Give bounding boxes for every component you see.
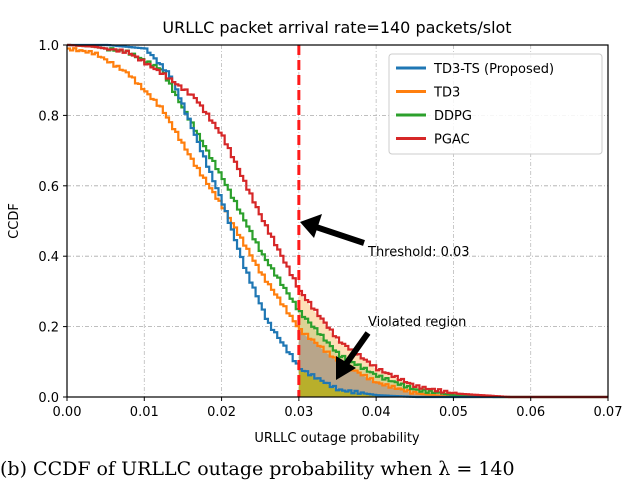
y-tick-label: 0.4 <box>38 250 59 265</box>
chart-title: URLLC packet arrival rate=140 packets/sl… <box>162 18 511 37</box>
y-tick-label: 0.6 <box>38 180 59 195</box>
legend: TD3-TS (Proposed) TD3 DDPG PGAC <box>388 53 603 155</box>
x-tick-label: 0.03 <box>284 405 313 420</box>
figure-caption: (b) CCDF of URLLC outage probability whe… <box>0 458 515 480</box>
legend-label: TD3-TS (Proposed) <box>433 62 554 77</box>
y-tick-label: 0.0 <box>38 391 59 406</box>
violated-fill-td3-ts-proposed- <box>298 368 608 397</box>
x-tick-label: 0.06 <box>516 405 545 420</box>
series-line-pgac <box>67 43 608 399</box>
legend-label: PGAC <box>434 133 470 148</box>
x-tick-label: 0.07 <box>594 405 623 420</box>
legend-label: DDPG <box>434 109 472 124</box>
y-tick-label: 1.0 <box>38 39 59 54</box>
y-tick-label: 0.8 <box>38 109 59 124</box>
threshold-arrow <box>300 214 365 246</box>
x-tick-label: 0.02 <box>207 405 236 420</box>
plot-frame <box>66 44 609 398</box>
threshold-annotation: Threshold: 0.03 <box>367 245 470 260</box>
x-tick-label: 0.05 <box>439 405 468 420</box>
x-tick-label: 0.00 <box>53 405 82 420</box>
x-tick-label: 0.01 <box>130 405 159 420</box>
x-tick-label: 0.04 <box>362 405 391 420</box>
axis-ticks: 0.00 0.01 0.02 0.03 0.04 0.05 0.06 0.07 0.0 0.2 0.… <box>38 39 622 420</box>
y-tick-label: 0.2 <box>38 321 59 336</box>
legend-label: TD3 <box>433 86 460 101</box>
x-axis-label: URLLC outage probability <box>254 431 420 446</box>
y-axis-label: CCDF <box>7 203 22 239</box>
violated-arrow <box>336 331 371 380</box>
violated-annotation: Violated region <box>368 315 466 330</box>
